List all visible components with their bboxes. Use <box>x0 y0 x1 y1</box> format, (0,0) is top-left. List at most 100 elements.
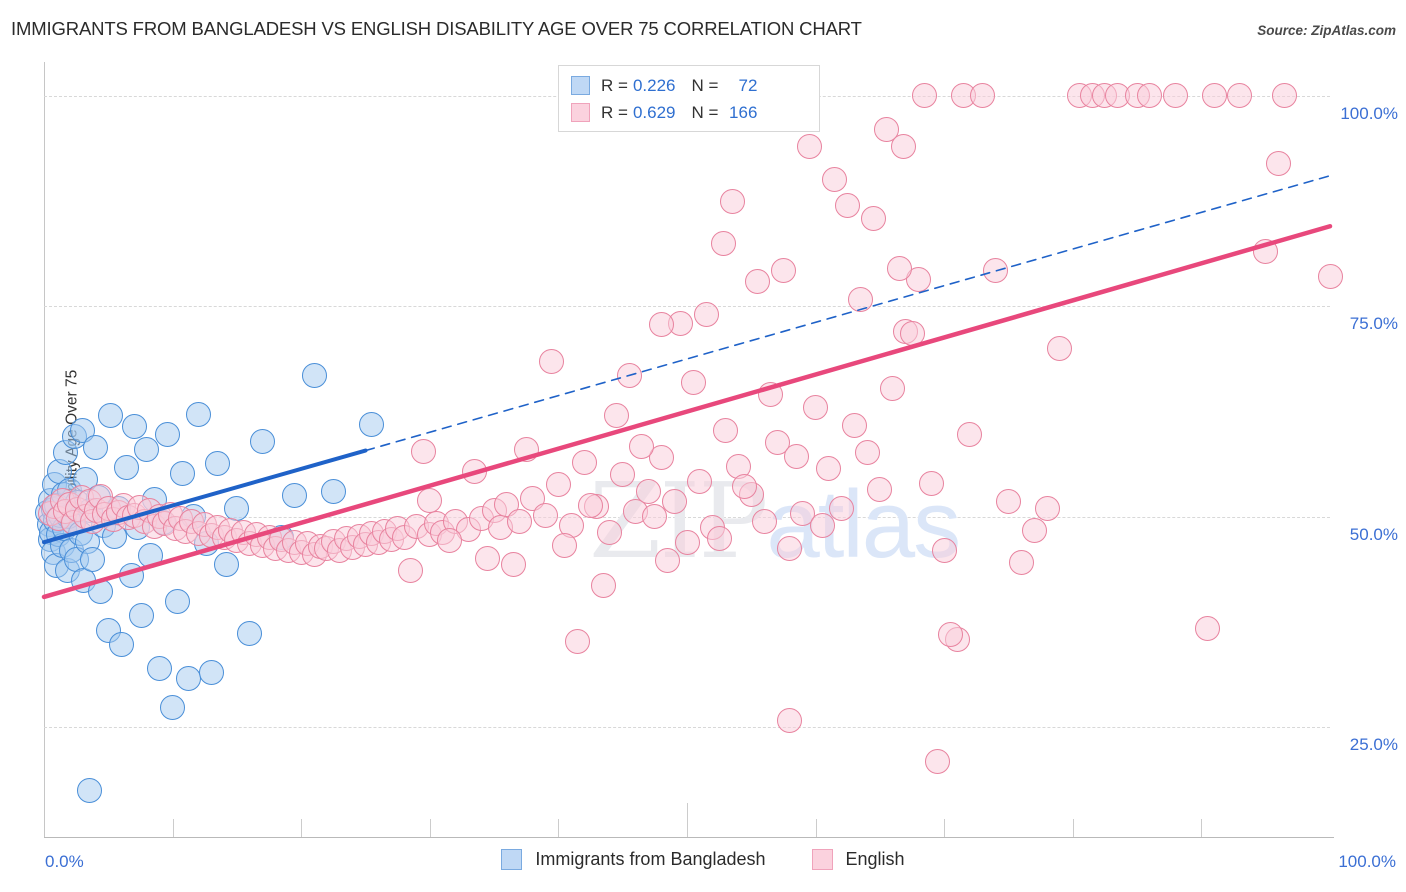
scatter-point <box>751 509 777 535</box>
scatter-point <box>1253 239 1279 265</box>
scatter-point <box>648 312 674 338</box>
scatter-point <box>410 438 436 464</box>
scatter-point <box>108 632 134 658</box>
scatter-point <box>1163 83 1189 109</box>
scatter-point <box>134 437 160 462</box>
r-value-blue: 0.226 <box>632 75 676 95</box>
scatter-point <box>185 401 211 427</box>
n-label-blue: N = <box>691 75 719 95</box>
scatter-point <box>475 545 501 571</box>
scatter-point <box>1008 549 1034 575</box>
scatter-point <box>175 666 201 692</box>
scatter-point <box>886 255 912 281</box>
series-swatch-blue <box>501 849 523 870</box>
scatter-point <box>500 551 526 577</box>
source-attribution: Source: ZipAtlas.com <box>1257 23 1396 38</box>
scatter-point <box>1227 83 1253 109</box>
scatter-point <box>603 403 629 429</box>
x-axis-line <box>44 837 1334 838</box>
scatter-point <box>1266 150 1292 176</box>
series-legend-item-english[interactable]: English <box>811 849 905 870</box>
scatter-point <box>552 533 578 559</box>
x-axis-label-min: 0.0% <box>45 852 84 871</box>
y-axis-label-75: 75.0% <box>1349 314 1398 334</box>
scatter-point <box>841 413 867 439</box>
scatter-point <box>1272 83 1298 109</box>
n-value-blue: 72 <box>738 75 758 95</box>
scatter-point <box>533 502 559 528</box>
n-value-pink: 166 <box>729 102 758 122</box>
series-label-english: English <box>845 849 905 869</box>
scatter-point <box>931 538 957 564</box>
scatter-point <box>809 512 835 538</box>
y-axis-label-25: 25.0% <box>1349 735 1398 755</box>
scatter-point <box>398 558 423 584</box>
legend-swatch-pink <box>571 103 590 122</box>
scatter-point <box>848 287 874 313</box>
scatter-point <box>113 454 139 480</box>
r-label-blue: R = <box>601 75 628 95</box>
scatter-point <box>462 458 488 484</box>
scatter-point <box>1021 517 1047 543</box>
n-label-pink: N = <box>691 102 719 122</box>
scatter-point <box>610 462 636 488</box>
scatter-point <box>687 469 713 494</box>
series-label-bangladesh: Immigrants from Bangladesh <box>535 849 766 869</box>
x-tick-20 <box>301 819 303 837</box>
scatter-point <box>359 411 385 437</box>
scatter-point <box>616 362 642 388</box>
scatter-point <box>436 527 462 553</box>
scatter-point <box>282 483 308 509</box>
scatter-point <box>237 620 263 646</box>
x-axis-label-max: 100.0% <box>1338 852 1396 871</box>
x-tick-70 <box>944 819 946 837</box>
scatter-point <box>925 748 951 774</box>
gridline-25 <box>44 727 1330 729</box>
y-axis-label-100: 100.0% <box>1340 103 1398 123</box>
scatter-point <box>82 435 108 461</box>
series-legend-item-bangladesh[interactable]: Immigrants from Bangladesh <box>501 849 766 870</box>
scatter-point <box>76 778 102 804</box>
scatter-point <box>320 479 346 505</box>
scatter-point <box>507 508 533 534</box>
scatter-point <box>205 451 231 477</box>
scatter-point <box>854 440 880 466</box>
scatter-point <box>674 529 700 555</box>
scatter-point <box>899 320 925 346</box>
scatter-point <box>565 629 591 655</box>
scatter-point <box>777 708 803 734</box>
gridline-75 <box>44 306 1330 308</box>
scatter-point <box>635 479 661 505</box>
scatter-point <box>880 376 906 402</box>
scatter-point <box>912 83 938 109</box>
scatter-point <box>693 302 719 328</box>
scatter-point <box>597 519 623 545</box>
page-title: IMMIGRANTS FROM BANGLADESH VS ENGLISH DI… <box>11 18 862 39</box>
scatter-point <box>165 588 191 614</box>
y-axis-label-50: 50.0% <box>1349 524 1398 544</box>
x-tick-30 <box>429 819 431 837</box>
scatter-point <box>996 489 1021 515</box>
scatter-point <box>301 362 327 388</box>
scatter-point <box>770 258 796 284</box>
x-tick-50 <box>687 803 688 837</box>
scatter-point <box>590 572 616 598</box>
scatter-point <box>710 230 736 256</box>
scatter-point <box>214 552 240 578</box>
series-legend: Immigrants from Bangladesh English <box>0 849 1406 870</box>
scatter-point <box>578 492 604 518</box>
scatter-point <box>138 543 164 569</box>
scatter-point <box>815 455 841 481</box>
x-tick-40 <box>558 819 560 837</box>
scatter-point <box>170 460 196 486</box>
scatter-point <box>758 382 784 408</box>
scatter-point <box>957 421 983 447</box>
scatter-point <box>1317 264 1343 290</box>
x-tick-90 <box>1201 819 1203 837</box>
scatter-point <box>777 536 803 562</box>
scatter-point <box>147 656 173 682</box>
scatter-point <box>154 421 180 447</box>
scatter-point <box>1195 615 1221 641</box>
scatter-point <box>918 470 944 496</box>
scatter-point <box>890 133 916 159</box>
